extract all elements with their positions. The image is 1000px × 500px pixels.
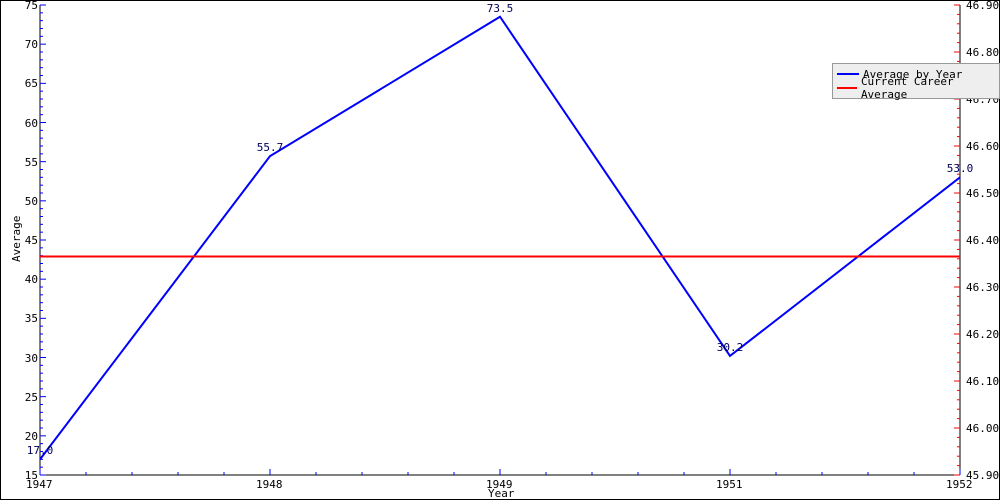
tick-label: 46.10 (966, 376, 999, 387)
tick-label: 1948 (256, 479, 283, 490)
data-label: 73.5 (487, 3, 514, 14)
tick-label: 40 (8, 274, 38, 285)
tick-label: 1947 (26, 479, 53, 490)
tick-label: 1952 (946, 479, 973, 490)
tick-label: 35 (8, 313, 38, 324)
legend-line-icon (837, 73, 859, 75)
tick-label: 46.90 (966, 0, 999, 11)
tick-label: 46.20 (966, 329, 999, 340)
data-label: 30.2 (717, 342, 744, 353)
tick-label: 50 (8, 196, 38, 207)
tick-label: 46.30 (966, 282, 999, 293)
legend-line-icon (837, 87, 857, 89)
tick-label: 20 (8, 431, 38, 442)
tick-label: 60 (8, 118, 38, 129)
tick-label: 1949 (486, 479, 513, 490)
legend: Average by Year Current Career Average (832, 63, 1000, 99)
data-label: 55.7 (257, 142, 284, 153)
tick-label: 46.60 (966, 141, 999, 152)
tick-label: 46.50 (966, 188, 999, 199)
tick-label: 65 (8, 78, 38, 89)
tick-label: 55 (8, 157, 38, 168)
tick-label: 45 (8, 235, 38, 246)
data-label: 53.0 (947, 163, 974, 174)
tick-label: 46.80 (966, 47, 999, 58)
tick-label: 46.40 (966, 235, 999, 246)
tick-label: 75 (8, 0, 38, 11)
tick-label: 1951 (716, 479, 743, 490)
legend-item-career-average: Current Career Average (837, 81, 993, 95)
tick-label: 70 (8, 39, 38, 50)
data-label: 17.0 (27, 445, 54, 456)
legend-label: Current Career Average (861, 75, 993, 101)
tick-label: 30 (8, 353, 38, 364)
tick-label: 46.00 (966, 423, 999, 434)
tick-label: 25 (8, 392, 38, 403)
